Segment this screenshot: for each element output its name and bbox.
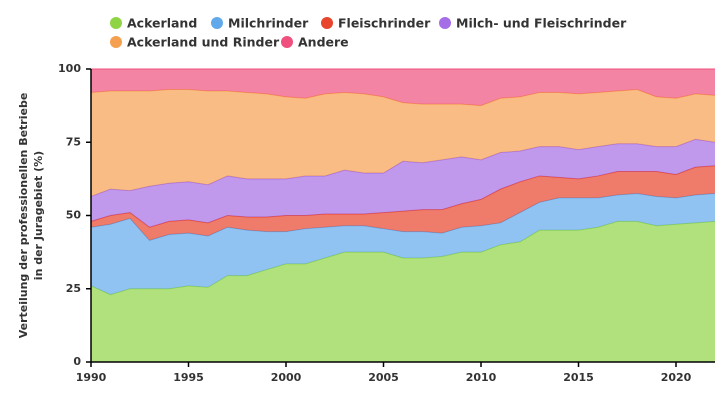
- area: [91, 89, 715, 197]
- y-axis-label: in der Juragebiet (%): [32, 151, 45, 280]
- legend-label: Ackerland: [127, 16, 197, 31]
- x-tick-label: 2015: [563, 371, 594, 384]
- legend-marker: [110, 17, 122, 29]
- legend-marker: [110, 36, 122, 48]
- legend-label: Andere: [298, 35, 349, 50]
- y-tick-label: 50: [66, 209, 82, 222]
- area: [91, 69, 715, 106]
- legend-label: Fleischrinder: [338, 16, 431, 31]
- legend-marker: [281, 36, 293, 48]
- y-tick-label: 25: [66, 282, 81, 295]
- legend-label: Ackerland und Rinder: [127, 35, 280, 50]
- area: [91, 221, 715, 362]
- y-tick-label: 0: [73, 355, 81, 368]
- legend-marker: [321, 17, 333, 29]
- legend-marker: [211, 17, 223, 29]
- x-tick-label: 1990: [76, 371, 107, 384]
- x-tick-label: 2010: [466, 371, 497, 384]
- x-tick-label: 2000: [271, 371, 302, 384]
- area: [91, 139, 715, 228]
- x-tick-label: 2020: [661, 371, 692, 384]
- y-axis-label: Verteilung der professionellen Betriebe: [17, 93, 30, 339]
- y-tick-label: 75: [66, 135, 81, 148]
- legend-marker: [439, 17, 451, 29]
- legend-label: Milch- und Fleischrinder: [456, 16, 627, 31]
- x-tick-label: 1995: [173, 371, 204, 384]
- area: [91, 165, 715, 241]
- area: [91, 193, 715, 295]
- x-tick-label: 2005: [368, 371, 399, 384]
- y-tick-label: 100: [58, 62, 81, 75]
- legend-label: Milchrinder: [228, 16, 309, 31]
